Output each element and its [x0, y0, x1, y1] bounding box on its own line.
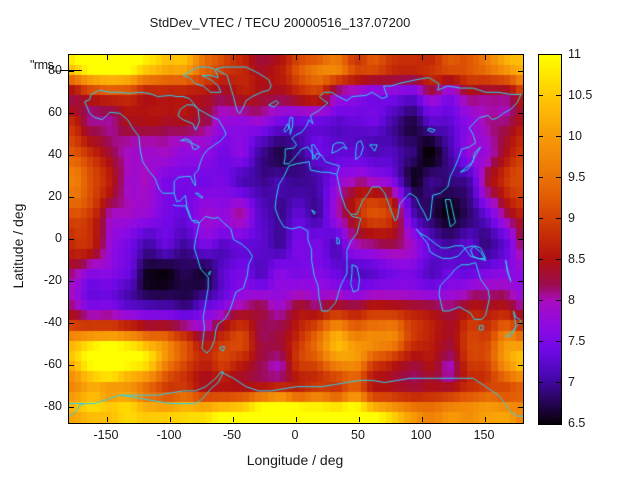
x-axis-tickmark: [107, 417, 108, 422]
y-axis-tickmark: [69, 323, 74, 324]
x-axis-ticklabel: 50: [351, 428, 365, 442]
x-axis-ticklabel: -100: [156, 428, 182, 442]
x-axis-tickmark: [233, 55, 234, 60]
y-axis-title: Latitude / deg: [10, 203, 26, 289]
colorbar-ticklabel: 8.5: [568, 252, 586, 266]
map-plot-area[interactable]: [68, 54, 524, 424]
colorbar-tickmark: [538, 300, 543, 301]
y-axis-ticklabel: 40: [48, 147, 62, 161]
colorbar-ticklabel: 7.5: [568, 334, 586, 348]
y-axis-tickmark: [69, 407, 74, 408]
key-artifact-sample-line: [60, 70, 82, 71]
colorbar-tickmark: [538, 423, 543, 424]
colorbar-tickmark: [538, 341, 543, 342]
y-axis-tickmark: [69, 71, 74, 72]
y-axis-ticklabel: -80: [43, 399, 62, 413]
colorbar-tickmark: [556, 136, 561, 137]
y-axis-tickmark: [69, 281, 74, 282]
colorbar-tickmark: [538, 136, 543, 137]
x-axis-ticklabel: 100: [410, 428, 432, 442]
x-axis-tickmark: [107, 55, 108, 60]
x-axis-tickmark: [422, 417, 423, 422]
x-axis-tickmark: [170, 55, 171, 60]
y-axis-ticklabel: 20: [48, 189, 62, 203]
colorbar-ticklabel: 8: [568, 293, 575, 307]
x-axis-tickmark: [296, 417, 297, 422]
colorbar-ticklabel: 9: [568, 211, 575, 225]
key-artifact-text: "rms_: [30, 58, 60, 72]
colorbar-tickmark: [538, 382, 543, 383]
colorbar-ticklabel: 10: [568, 129, 582, 143]
y-axis-tickmark: [518, 323, 523, 324]
colorbar-tickmark: [538, 177, 543, 178]
x-axis-tickmark: [422, 55, 423, 60]
y-axis-ticklabel: 80: [48, 63, 62, 77]
y-axis-tickmark: [69, 113, 74, 114]
y-axis-tickmark: [69, 239, 74, 240]
colorbar-tickmark: [556, 95, 561, 96]
y-axis-ticklabels: 80 60 40 20 0 -20 -40 -60 -80: [0, 0, 62, 480]
colorbar-ticklabel: 10.5: [568, 88, 593, 102]
colorbar-tickmark: [538, 259, 543, 260]
y-axis-tickmark: [518, 407, 523, 408]
x-axis-tickmark: [296, 55, 297, 60]
y-axis-ticklabel: -20: [43, 273, 62, 287]
colorbar-gradient: [539, 55, 561, 424]
colorbar-tickmark: [538, 218, 543, 219]
colorbar-tickmark: [538, 95, 543, 96]
x-axis-tickmark: [359, 417, 360, 422]
y-axis-tickmark: [518, 113, 523, 114]
y-axis-ticklabel: 60: [48, 105, 62, 119]
y-axis-tickmark: [69, 365, 74, 366]
colorbar-ticklabel: 11: [568, 47, 581, 61]
colorbar-tickmark: [556, 382, 561, 383]
vtec-heatmap-canvas: [69, 55, 523, 423]
y-axis-tickmark: [518, 155, 523, 156]
colorbar-tickmark: [556, 423, 561, 424]
x-axis-tickmark: [485, 55, 486, 60]
y-axis-ticklabel: -40: [43, 315, 62, 329]
y-axis-tickmark: [518, 197, 523, 198]
colorbar-ticklabel: 7: [568, 375, 575, 389]
x-axis-title: Longitude / deg: [246, 452, 344, 468]
page-title: StdDev_VTEC / TECU 20000516_137.07200: [149, 15, 411, 30]
colorbar[interactable]: [538, 54, 562, 425]
colorbar-ticklabel: 6.5: [568, 416, 586, 430]
x-axis-tickmark: [170, 417, 171, 422]
x-axis-tickmark: [485, 417, 486, 422]
x-axis-tickmark: [233, 417, 234, 422]
x-axis-ticklabel: -150: [93, 428, 119, 442]
y-axis-tickmark: [518, 71, 523, 72]
y-axis-tickmark: [69, 155, 74, 156]
y-axis-tickmark: [69, 197, 74, 198]
y-axis-tickmark: [518, 281, 523, 282]
colorbar-tickmark: [556, 259, 561, 260]
y-axis-tickmark: [518, 239, 523, 240]
colorbar-tickmark: [556, 218, 561, 219]
y-axis-ticklabel: -60: [43, 357, 62, 371]
y-axis-ticklabel: 0: [55, 231, 62, 245]
x-axis-ticklabel: 150: [473, 428, 495, 442]
colorbar-ticklabel: 9.5: [568, 170, 586, 184]
colorbar-tickmark: [556, 341, 561, 342]
x-axis-ticklabel: -50: [222, 428, 242, 442]
colorbar-tickmark: [556, 177, 561, 178]
x-axis-ticklabel: 0: [291, 428, 299, 442]
colorbar-tickmark: [556, 300, 561, 301]
y-axis-tickmark: [518, 365, 523, 366]
x-axis-tickmark: [359, 55, 360, 60]
